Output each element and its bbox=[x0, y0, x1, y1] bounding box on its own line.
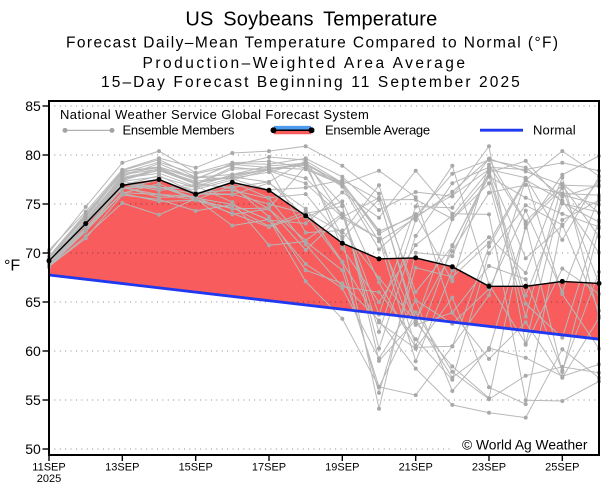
svg-text:11SEP: 11SEP bbox=[32, 461, 65, 473]
svg-text:23SEP: 23SEP bbox=[472, 461, 506, 473]
svg-text:Normal: Normal bbox=[533, 122, 576, 137]
svg-text:15–Day Forecast Beginning 11 S: 15–Day Forecast Beginning 11 September 2… bbox=[101, 74, 522, 91]
svg-text:Ensemble Members: Ensemble Members bbox=[123, 122, 235, 137]
svg-text:2025: 2025 bbox=[37, 473, 61, 485]
svg-text:Ensemble Average: Ensemble Average bbox=[325, 122, 430, 137]
svg-text:© World Ag Weather: © World Ag Weather bbox=[462, 438, 588, 453]
svg-text:70: 70 bbox=[25, 245, 41, 261]
svg-text:85: 85 bbox=[25, 98, 41, 114]
svg-text:15SEP: 15SEP bbox=[179, 461, 213, 473]
svg-text:50: 50 bbox=[25, 441, 41, 457]
svg-text:19SEP: 19SEP bbox=[325, 461, 359, 473]
svg-text:13SEP: 13SEP bbox=[105, 461, 139, 473]
svg-text:55: 55 bbox=[25, 392, 41, 408]
svg-text:80: 80 bbox=[25, 147, 41, 163]
svg-text:Forecast Daily–Mean Temperatur: Forecast Daily–Mean Temperature Compared… bbox=[66, 35, 560, 52]
svg-text:17SEP: 17SEP bbox=[252, 461, 286, 473]
svg-text:°F: °F bbox=[4, 257, 20, 274]
svg-text:75: 75 bbox=[25, 196, 41, 212]
svg-text:65: 65 bbox=[25, 294, 41, 310]
svg-text:21SEP: 21SEP bbox=[399, 461, 433, 473]
svg-text:Production–Weighted Area Avera: Production–Weighted Area Average bbox=[143, 55, 468, 72]
svg-text:60: 60 bbox=[25, 343, 41, 359]
svg-text:National Weather Service Globa: National Weather Service Global Forecast… bbox=[60, 107, 369, 122]
svg-text:US Soybeans Temperature: US Soybeans Temperature bbox=[185, 8, 437, 30]
svg-text:25SEP: 25SEP bbox=[545, 461, 579, 473]
